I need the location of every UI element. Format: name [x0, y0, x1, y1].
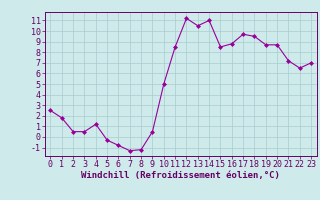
X-axis label: Windchill (Refroidissement éolien,°C): Windchill (Refroidissement éolien,°C) [81, 171, 280, 180]
